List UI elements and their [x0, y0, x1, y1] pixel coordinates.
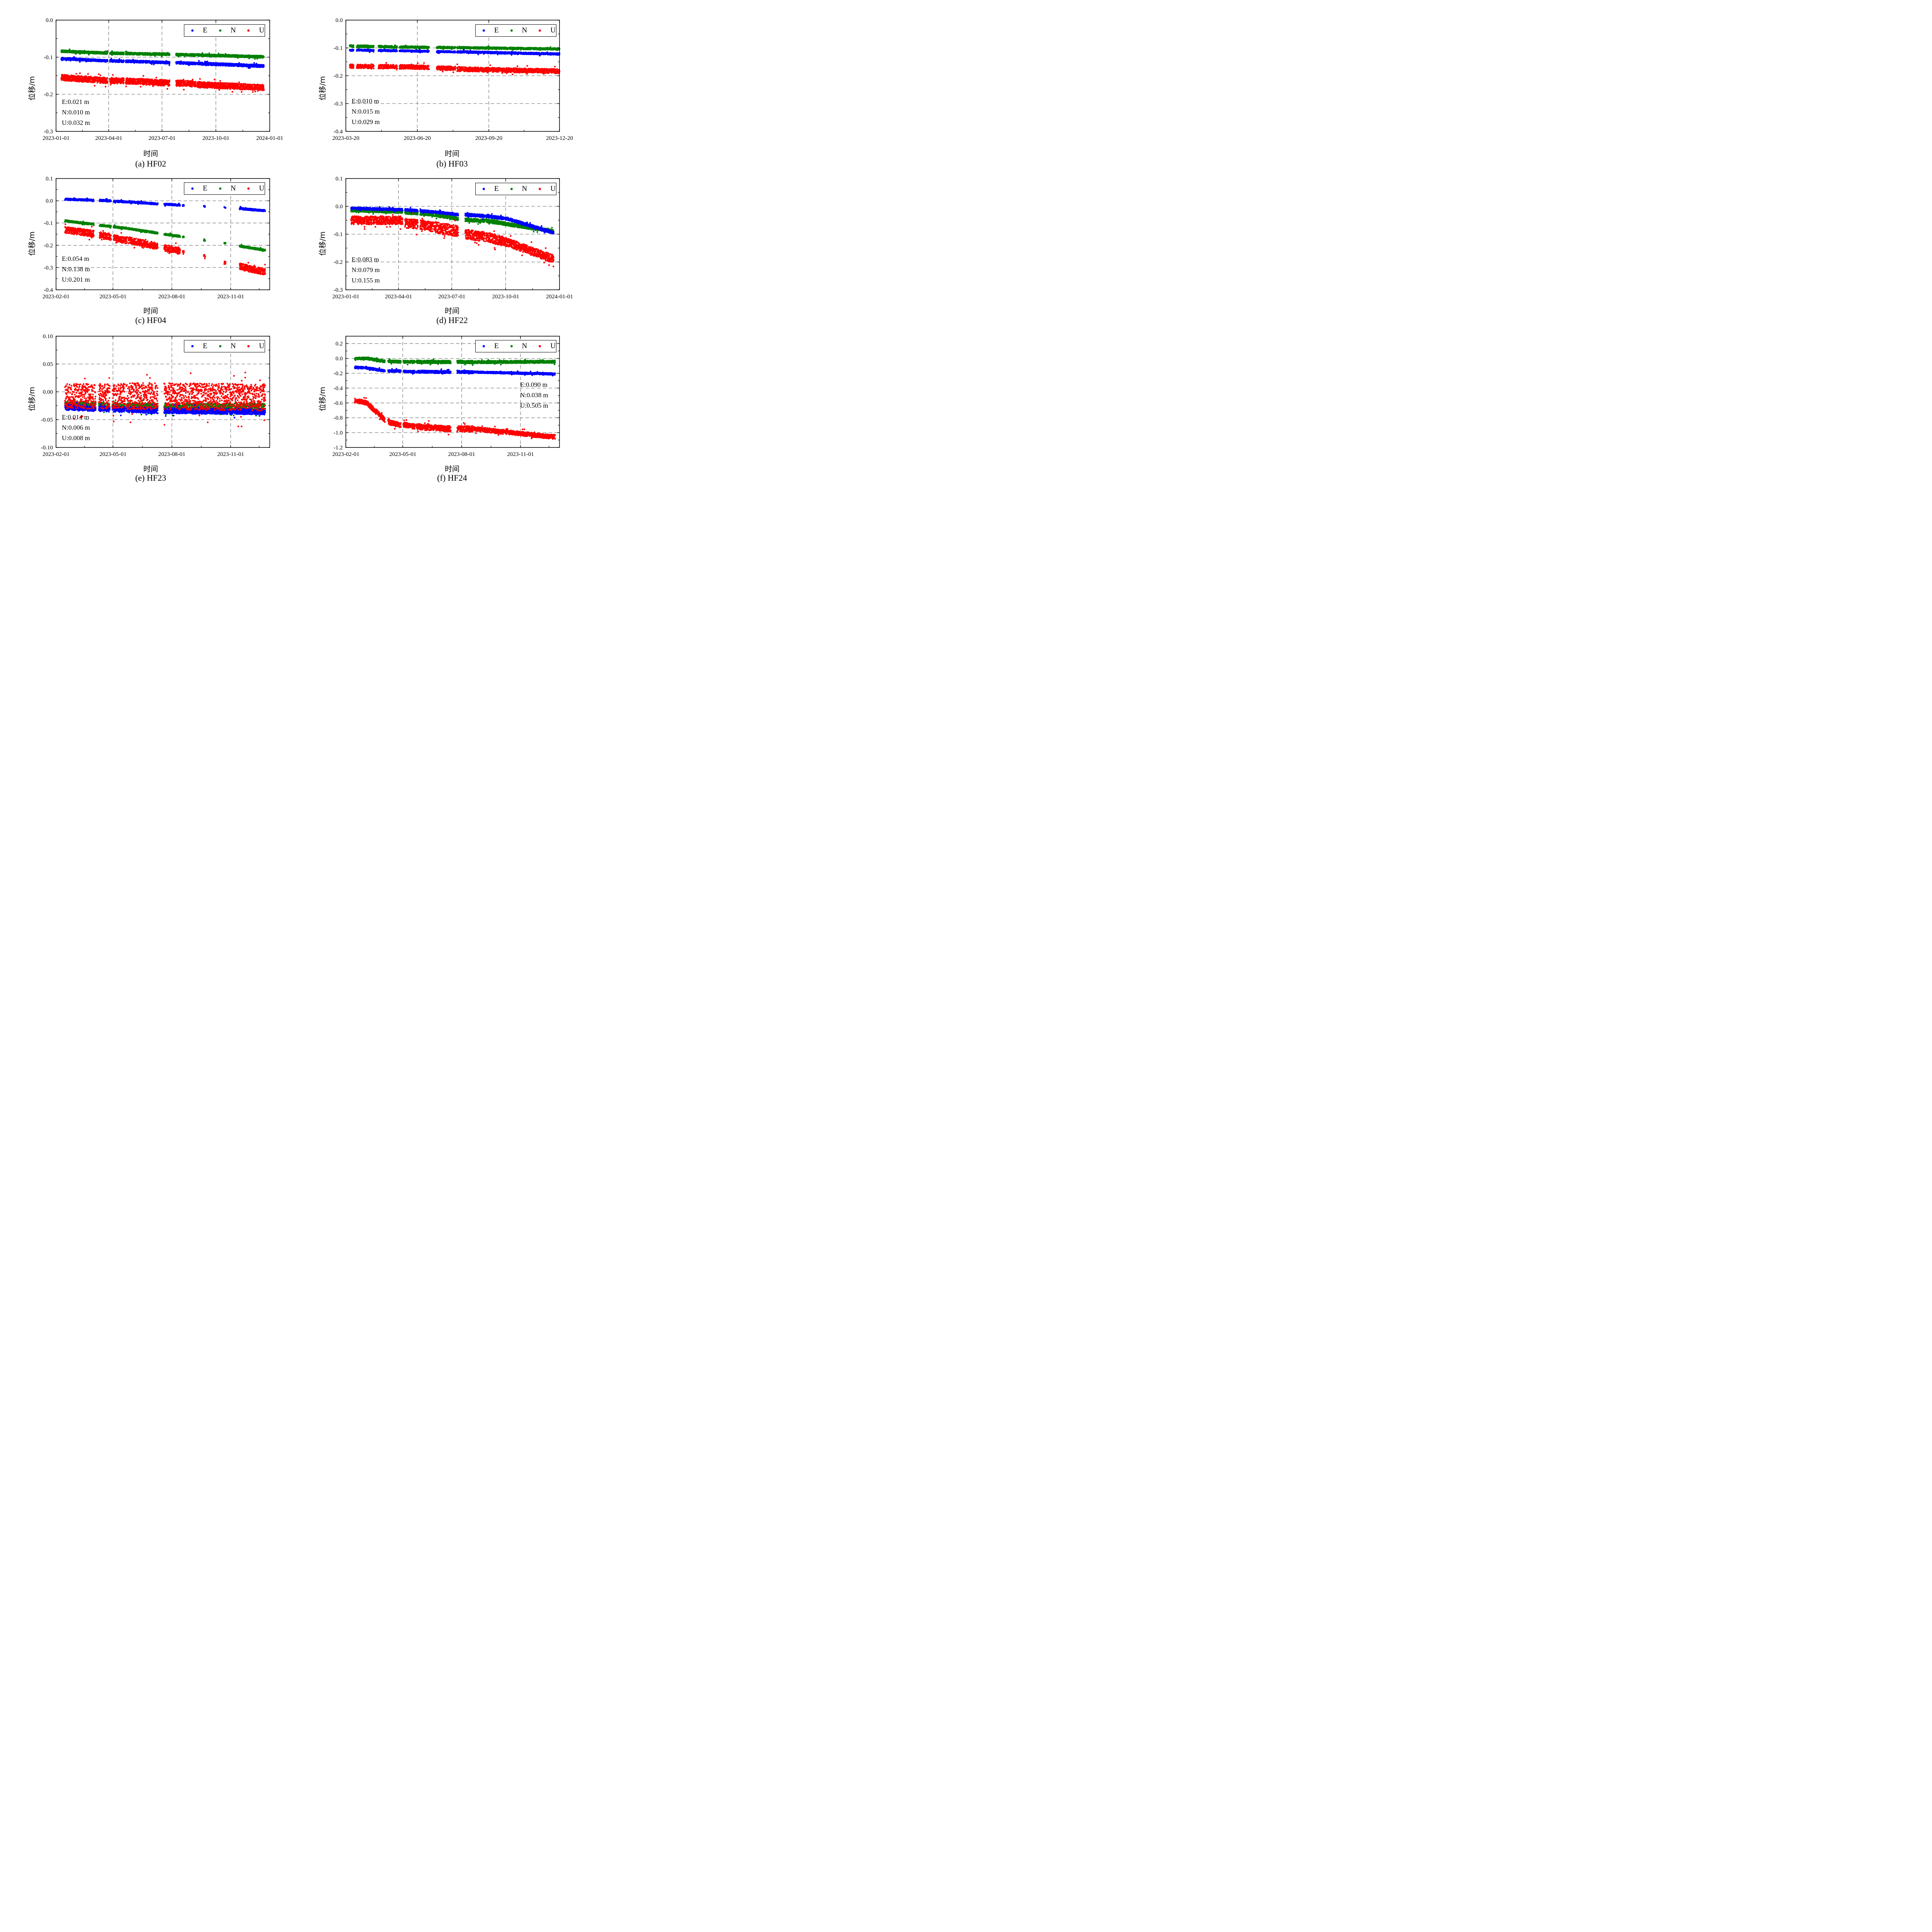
data-point-outlier: [69, 48, 71, 50]
data-point-outlier: [87, 73, 89, 75]
data-point: [107, 60, 109, 62]
series-e: [60, 56, 265, 69]
data-point-outlier: [150, 54, 151, 56]
data-point-outlier: [94, 85, 96, 87]
data-point-outlier: [255, 63, 257, 65]
data-point-outlier: [111, 50, 113, 52]
data-point-outlier: [111, 54, 113, 56]
data-point: [123, 60, 125, 63]
data-point-outlier: [98, 73, 100, 75]
series-u: [60, 72, 265, 93]
series-n: [60, 48, 265, 60]
data-point-outlier: [248, 58, 250, 60]
data-point-outlier: [118, 58, 121, 60]
data-point-outlier: [70, 60, 71, 62]
data-point: [123, 79, 125, 81]
data-point-outlier: [75, 53, 77, 55]
data-point-outlier: [253, 62, 255, 64]
data-point-outlier: [75, 73, 77, 75]
data-point-outlier: [88, 54, 90, 56]
data-point-outlier: [132, 59, 134, 61]
data-point: [122, 82, 125, 84]
data-point: [123, 53, 125, 55]
data-point-outlier: [112, 74, 114, 76]
data-point-outlier: [154, 55, 156, 57]
data-point: [263, 66, 265, 68]
data-point-outlier: [104, 50, 107, 52]
data-point-outlier: [193, 56, 195, 58]
data-layer: [60, 48, 265, 93]
data-point: [106, 53, 108, 55]
data-point-outlier: [79, 61, 81, 63]
data-point-outlier: [110, 58, 112, 60]
data-point-outlier: [126, 50, 128, 53]
data-point-outlier: [224, 53, 226, 55]
data-point-outlier: [211, 56, 213, 58]
data-point: [106, 77, 108, 79]
data-point-outlier: [167, 52, 168, 54]
data-point-outlier: [256, 58, 258, 60]
data-point: [168, 54, 171, 56]
data-point-outlier: [188, 64, 190, 66]
data-point-outlier: [85, 61, 87, 63]
data-point-outlier: [79, 53, 81, 55]
data-point-outlier: [206, 60, 208, 63]
grid: [56, 20, 270, 131]
data-point-outlier: [205, 61, 207, 63]
data-point-outlier: [249, 67, 251, 69]
data-point-outlier: [139, 86, 141, 88]
chart-a: 2023-01-01 2023-04-01 2023-07-01 2023-10-01…: [43, 17, 283, 141]
data-point-outlier: [237, 57, 239, 59]
data-point-outlier: [208, 52, 210, 54]
data-point-outlier: [165, 60, 167, 62]
data-point-outlier: [79, 72, 81, 74]
data-point-outlier: [254, 58, 256, 60]
data-point: [146, 83, 148, 86]
data-point-outlier: [153, 63, 155, 65]
data-point-outlier: [201, 52, 204, 54]
data-point-outlier: [168, 64, 170, 66]
data-point-outlier: [61, 59, 63, 61]
data-point: [123, 51, 125, 53]
data-point-outlier: [238, 62, 240, 64]
data-point-outlier: [161, 55, 163, 58]
data-point-outlier: [218, 53, 219, 54]
data-point: [107, 81, 109, 83]
data-point-outlier: [205, 65, 207, 66]
data-point-outlier: [99, 74, 102, 77]
data-point-outlier: [177, 56, 179, 58]
data-point-outlier: [106, 50, 109, 52]
data-point-outlier: [151, 63, 153, 65]
panel-a: 2023-01-01 2023-04-01 2023-07-01 2023-10-01…: [0, 0, 301, 168]
data-point-outlier: [125, 85, 127, 87]
data-point-outlier: [105, 86, 107, 88]
data-point: [263, 56, 265, 58]
data-point-outlier: [133, 62, 135, 64]
data-point-outlier: [110, 84, 112, 86]
data-point-outlier: [198, 60, 200, 62]
data-point: [168, 61, 171, 64]
data-point-outlier: [72, 57, 74, 59]
data-point-outlier: [83, 50, 86, 52]
data-point-outlier: [184, 55, 185, 58]
data-point-outlier: [65, 60, 67, 61]
data-point-outlier: [180, 60, 182, 62]
